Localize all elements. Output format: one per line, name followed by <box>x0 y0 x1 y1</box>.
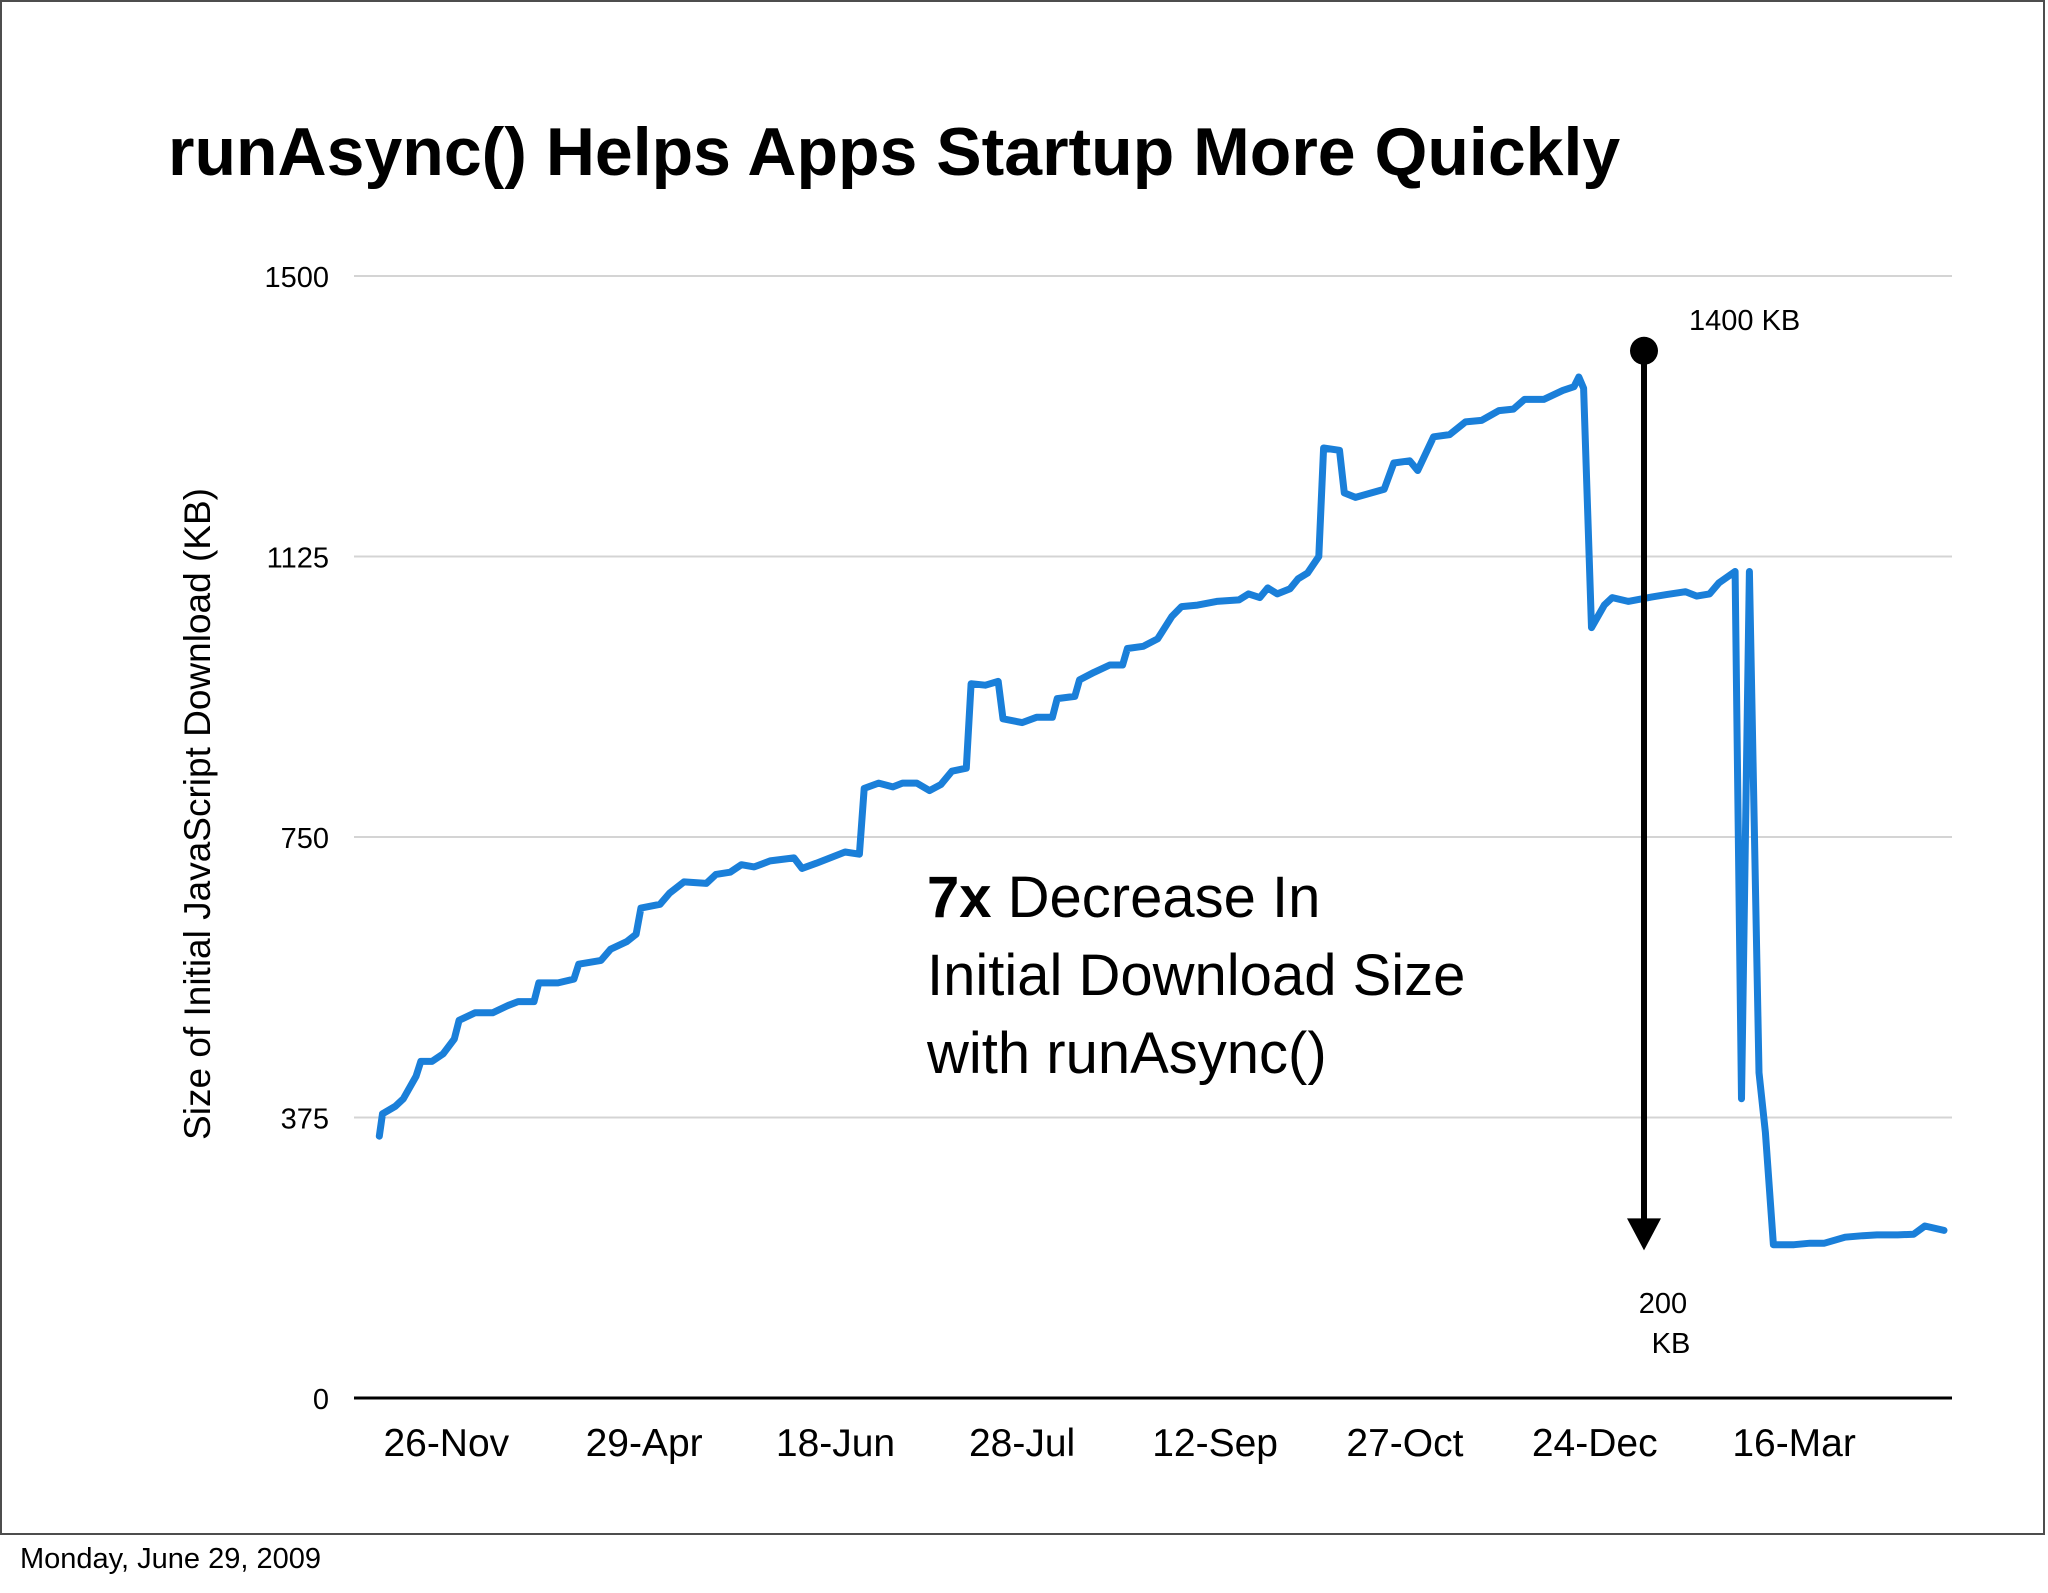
chart: runAsync() Helps Apps Startup More Quick… <box>168 114 1952 1465</box>
x-tick-label: 24-Dec <box>1532 1422 1658 1465</box>
y-tick-label: 0 <box>313 1384 329 1416</box>
start-value-label: 1400 KB <box>1689 305 1800 337</box>
x-tick-label: 28-Jul <box>969 1422 1075 1465</box>
y-tick-labels: 0 375 750 1125 1500 <box>264 262 329 1416</box>
y-tick-label: 750 <box>281 823 329 855</box>
end-value-label: 200 KB <box>1639 1288 1695 1360</box>
arrow-head <box>1627 1218 1661 1251</box>
annotation-emphasis: 7x <box>927 865 992 930</box>
arrow-start-dot <box>1630 336 1658 365</box>
y-tick-label: 1500 <box>264 262 329 294</box>
decrease-arrow <box>1627 336 1661 1251</box>
annotation-line2: Initial Download Size <box>927 943 1465 1008</box>
x-tick-label: 18-Jun <box>776 1422 895 1465</box>
annotation-text: 7x Decrease In Initial Download Size wit… <box>926 865 1482 1086</box>
end-value-label-line2: KB <box>1652 1328 1691 1360</box>
y-tick-label: 1125 <box>267 543 329 575</box>
x-tick-label: 26-Nov <box>383 1422 509 1465</box>
y-tick-label: 375 <box>281 1104 329 1136</box>
annotation-line3: with runAsync() <box>926 1021 1327 1086</box>
y-axis-title: Size of Initial JavaScript Download (KB) <box>177 488 218 1140</box>
annotation-line1: 7x Decrease In <box>927 865 1336 930</box>
x-tick-labels: 26-Nov 29-Apr 18-Jun 28-Jul 12-Sep 27-Oct 24-D… <box>383 1422 1855 1465</box>
x-tick-label: 29-Apr <box>586 1422 703 1465</box>
slide-frame: runAsync() Helps Apps Startup More Quick… <box>0 0 2045 1535</box>
data-series-line <box>375 373 1948 1249</box>
end-value-label-line1: 200 <box>1639 1288 1687 1320</box>
gridlines <box>354 275 1952 1119</box>
x-tick-label: 12-Sep <box>1152 1422 1278 1465</box>
x-tick-label: 16-Mar <box>1732 1422 1856 1465</box>
chart-title: runAsync() Helps Apps Startup More Quick… <box>168 114 1620 190</box>
x-tick-label: 27-Oct <box>1346 1422 1463 1465</box>
footer-date: Monday, June 29, 2009 <box>20 1543 321 1575</box>
annotation-line1-rest: Decrease In <box>992 865 1321 930</box>
